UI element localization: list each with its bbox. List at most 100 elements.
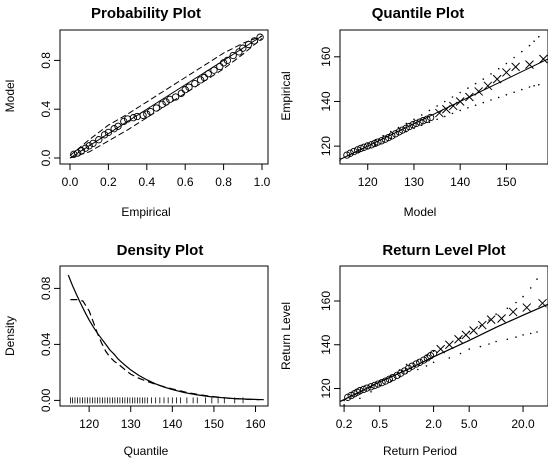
density-plot-x-tick-label: 120 — [79, 417, 99, 431]
return-level-plot-point — [374, 380, 382, 388]
probability-plot-point — [120, 117, 128, 126]
return-level-plot-point — [416, 358, 424, 366]
return-level-plot-upper-band-dot — [515, 301, 517, 304]
probability-plot-point — [89, 139, 97, 148]
return-level-plot-marks — [339, 278, 548, 406]
density-plot-xlabel: Quantile — [124, 444, 169, 458]
quantile-plot-upper-band-dot — [474, 82, 477, 85]
quantile-plot-lower-band-dot — [451, 112, 454, 115]
return-level-plot-point — [344, 393, 352, 401]
probability-plot-point — [171, 93, 180, 101]
quantile-plot-tail-point — [483, 81, 493, 91]
quantile-plot-lower-band-dot — [513, 91, 515, 93]
density-plot-y-tick-label: 0.08 — [39, 276, 53, 300]
return-level-plot-lower-band-dot — [529, 332, 532, 335]
quantile-plot-point — [367, 141, 376, 149]
quantile-plot-x-tick-label: 120 — [358, 175, 378, 189]
quantile-plot-upper-band-dot — [459, 91, 462, 94]
quantile-plot-tail-point — [455, 97, 465, 106]
probability-plot-point — [129, 114, 138, 122]
return-level-plot-upper-band-dot — [343, 399, 345, 402]
quantile-plot-point — [360, 143, 368, 151]
quantile-plot-upper-band-dot — [436, 105, 438, 107]
probability-plot-point — [223, 56, 232, 65]
probability-plot-point — [100, 131, 109, 139]
density-plot-y-tick-label: 0.04 — [39, 332, 53, 356]
probability-plot-point — [74, 149, 82, 157]
density-plot-ticks: 120 130 140 150 160 0.00 0.04 0.08 — [39, 276, 266, 431]
return-level-plot-point — [359, 385, 368, 394]
quantile-plot-lower-band-dot — [482, 101, 485, 104]
return-level-plot-y-tick-label: 160 — [319, 291, 333, 311]
return-level-plot-point — [420, 356, 428, 364]
density-plot-frame — [59, 265, 269, 407]
return-level-plot-lower-band-dot — [448, 357, 451, 359]
return-level-plot-upper-band-dot — [506, 307, 509, 310]
return-level-plot-upper-band-dot — [536, 278, 538, 280]
return-level-plot-frame — [339, 265, 548, 407]
return-level-plot-lower-band-dot — [522, 334, 524, 336]
probability-plot-point — [181, 86, 189, 94]
return-level-plot-point — [378, 378, 386, 387]
return-level-plot-point — [408, 362, 416, 370]
quantile-plot-upper-band-dot — [420, 114, 423, 116]
quantile-plot-y-tick-label: 140 — [319, 91, 333, 111]
quantile-plot-upper-band-dot — [497, 67, 500, 70]
return-level-plot-y-tick-label: 140 — [319, 334, 333, 354]
probability-plot-point — [244, 40, 253, 49]
probability-plot-upper-band — [69, 35, 263, 156]
quantile-plot-tail-point — [492, 74, 502, 84]
quantile-plot-upper-band-dot — [444, 100, 446, 103]
return-level-plot-point — [429, 349, 438, 358]
probability-plot-point — [85, 142, 93, 150]
quantile-plot-lower-band-dot — [436, 118, 438, 121]
return-level-plot-lower-band-dot — [370, 391, 372, 393]
quantile-plot-upper-band-dot — [538, 35, 540, 38]
quantile-plot-upper-band-dot — [428, 109, 431, 112]
quantile-plot-upper-band-dot — [451, 96, 454, 98]
return-level-plot-x-tick-label: 0.2 — [336, 417, 353, 431]
return-level-plot-lower-band-dot — [488, 343, 490, 345]
return-level-plot-x-tick-label: 20.0 — [511, 417, 535, 431]
quantile-plot-title: Quantile Plot — [372, 5, 465, 22]
quantile-plot-upper-band-dot — [482, 78, 485, 80]
quantile-plot-marks — [339, 35, 548, 162]
probability-plot-point — [219, 59, 228, 67]
quantile-plot-lower-band-dot — [497, 96, 500, 99]
quantile-plot-tail-point — [448, 101, 458, 111]
return-level-plot-tail-point — [477, 320, 487, 330]
quantile-plot-tail-point — [502, 68, 511, 77]
return-level-plot-tail-point — [508, 307, 518, 317]
return-level-plot-upper-band-dot — [495, 313, 497, 315]
return-level-plot-y-tick-label: 120 — [319, 378, 333, 398]
return-level-plot-x-tick-label: 5.0 — [461, 417, 478, 431]
probability-plot-marks — [69, 33, 264, 159]
return-level-plot-upper-band-dot — [405, 363, 408, 366]
probability-plot-point — [139, 111, 147, 119]
quantile-plot-point — [398, 126, 407, 134]
return-level-plot-upper-band-dot — [522, 295, 524, 298]
quantile-plot-point — [357, 144, 365, 153]
density-plot-y-tick-label: 0.00 — [39, 388, 53, 412]
quantile-plot-lower-band-dot — [459, 109, 462, 112]
probability-plot-point — [204, 70, 212, 78]
quantile-plot-x-tick-label: 130 — [404, 175, 424, 189]
return-level-plot-tail-point — [469, 326, 478, 335]
probability-plot-point — [146, 107, 155, 116]
quantile-plot-point — [371, 139, 379, 148]
return-level-plot-tail-point — [436, 344, 446, 354]
quantile-plot-lower-band-dot — [538, 83, 540, 86]
return-level-plot-lower-band-dot — [536, 331, 538, 333]
probability-plot-point — [185, 83, 193, 91]
return-level-plot-title: Return Level Plot — [382, 242, 505, 259]
density-plot-x-tick-label: 150 — [204, 417, 224, 431]
quantile-plot-point — [405, 122, 413, 131]
quantile-plot-upper-band-dot — [390, 130, 392, 133]
quantile-plot-point — [364, 142, 372, 150]
quantile-plot-x-tick-label: 140 — [450, 175, 470, 189]
probability-plot-x-tick-label: 0.6 — [177, 175, 194, 189]
quantile-plot-lower-band-dot — [490, 99, 492, 101]
probability-plot-point — [77, 147, 86, 155]
